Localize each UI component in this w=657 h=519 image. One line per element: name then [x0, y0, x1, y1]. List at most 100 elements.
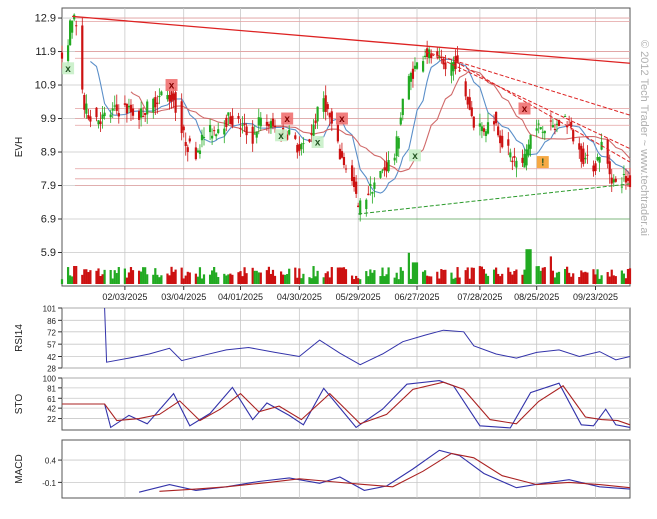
volume-bar [458, 277, 461, 284]
candle-body [497, 126, 500, 136]
y-tick-label: 10.9 [35, 80, 56, 92]
candle-body [421, 61, 425, 72]
volume-bar [612, 275, 615, 284]
rsi-line [104, 307, 631, 366]
volume-bar [211, 270, 214, 284]
y-tick-label: 61 [47, 395, 56, 404]
volume-bar [123, 268, 126, 284]
volume-bar [557, 271, 561, 284]
volume-bar [288, 268, 291, 284]
candle-body [525, 149, 528, 166]
volume-bar [430, 276, 433, 284]
candle-body [401, 98, 404, 116]
volume-bar [73, 266, 76, 284]
candle-body [555, 123, 559, 125]
volume-bar [395, 272, 398, 284]
candle-body [450, 62, 453, 76]
candle-body [513, 156, 516, 158]
candle-body [146, 101, 149, 115]
candle-body [340, 151, 344, 158]
candle-body [170, 91, 173, 102]
candle-body [125, 103, 129, 114]
volume-bar [125, 277, 129, 284]
candle-body [188, 138, 191, 142]
volume-bar [426, 275, 429, 284]
volume-bar [578, 277, 581, 284]
candle-body [257, 117, 260, 126]
candle-body [241, 124, 244, 126]
candle-body [60, 52, 64, 59]
candle-body [608, 161, 611, 175]
volume-bar [75, 266, 78, 284]
candle-body [338, 148, 342, 160]
candle-body [551, 125, 555, 128]
volume-bar [229, 273, 232, 284]
volume-bar [438, 278, 441, 284]
volume-bar [606, 272, 609, 284]
volume-bar [424, 270, 427, 284]
candle-body [628, 175, 632, 188]
moving-average-long [130, 69, 631, 173]
candle-body [553, 128, 557, 130]
volume-bar [610, 269, 613, 284]
candle-body [243, 123, 246, 125]
candle-body [245, 126, 248, 136]
volume-bar [592, 269, 595, 284]
y-tick-label: 8.9 [41, 147, 56, 159]
candle-body [383, 167, 386, 171]
candle-body [251, 126, 254, 144]
volume-bar [310, 278, 313, 284]
y-tick-label: 12.9 [35, 13, 56, 25]
sto-frame [61, 377, 631, 431]
candle-body [393, 157, 396, 161]
volume-bar [515, 269, 518, 284]
candle-body [223, 128, 226, 135]
volume-bar [397, 279, 400, 284]
support-line [358, 183, 631, 215]
volume-bar [600, 275, 603, 284]
volume-bar [413, 262, 417, 284]
volume-bar [271, 269, 275, 284]
volume-bar [227, 274, 230, 284]
volume-bar [470, 267, 473, 284]
volume-bar [302, 273, 305, 284]
candle-body [373, 182, 376, 189]
candle-body [371, 191, 374, 194]
volume-bar [239, 271, 242, 284]
volume-bar [340, 267, 344, 284]
candle-body [172, 93, 175, 100]
volume-bar [440, 269, 443, 284]
candle-body [436, 51, 439, 56]
volume-bar [387, 267, 390, 284]
volume-bar [241, 276, 244, 284]
volume-bar [251, 267, 254, 284]
volume-bar [237, 272, 240, 284]
volume-bar [269, 273, 273, 284]
candle-body [350, 165, 354, 181]
volume-bar [529, 249, 532, 284]
candle-body [269, 121, 273, 128]
candle-body [180, 101, 183, 134]
volume-bar [273, 275, 277, 284]
buy-signal-marker [275, 129, 288, 142]
volume-bar [355, 275, 358, 284]
volume-bar [117, 267, 120, 284]
candle-body [344, 168, 348, 170]
candle-body [482, 128, 486, 132]
candle-body [87, 115, 90, 119]
candle-body [137, 110, 141, 120]
macd-panel: 0.4 -0.1 MACD [14, 439, 631, 499]
volume-bar [499, 276, 502, 284]
candle-body [131, 108, 135, 116]
volume-bar [357, 278, 360, 284]
volume-bar [497, 273, 500, 284]
volume-bar [464, 270, 467, 284]
candle-body [535, 128, 538, 131]
candle-body [357, 205, 360, 208]
volume-bar [71, 276, 74, 284]
volume-bar [156, 274, 159, 284]
volume-bar [535, 266, 538, 284]
volume-bar [245, 273, 248, 284]
volume-bar [570, 276, 573, 284]
